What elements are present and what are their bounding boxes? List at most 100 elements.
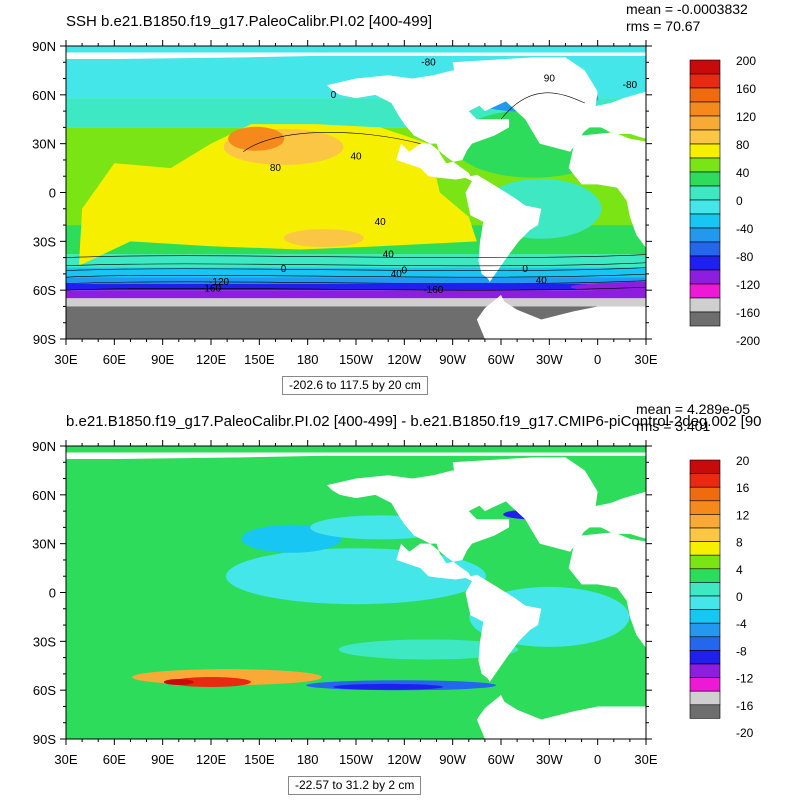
colorbar-box bbox=[690, 270, 720, 284]
se-atlantic-pos bbox=[0, 662, 56, 670]
acc-band-4 bbox=[66, 290, 646, 298]
colorbar-box bbox=[690, 144, 720, 158]
lon-label: 150E bbox=[244, 752, 275, 767]
panel-1-title: SSH b.e21.B1850.f19_g17.PaleoCalibr.PI.0… bbox=[66, 14, 432, 29]
colorbar-box bbox=[690, 186, 720, 200]
colorbar-box bbox=[690, 705, 720, 719]
colorbar-label: 200 bbox=[736, 54, 756, 68]
colorbar-label: -4 bbox=[736, 617, 747, 631]
lon-label: 30W bbox=[536, 752, 563, 767]
lon-label: 30W bbox=[536, 352, 563, 367]
lon-label: 120W bbox=[387, 752, 422, 767]
antarctica-east bbox=[646, 700, 800, 739]
colorbar-label: -16 bbox=[736, 699, 754, 713]
colorbar-label: -20 bbox=[736, 726, 754, 740]
sumatra-java bbox=[781, 584, 800, 605]
colorbar-label: -8 bbox=[736, 644, 747, 658]
lat-label: 90S bbox=[33, 332, 56, 347]
lat-label: 0 bbox=[49, 586, 56, 601]
colorbar-label: -160 bbox=[736, 306, 760, 320]
kuroshio-max bbox=[228, 127, 284, 151]
lat-label: 60N bbox=[32, 488, 56, 503]
colorbar-box bbox=[690, 474, 720, 488]
colorbar-box bbox=[690, 569, 720, 583]
panel-1-rms: rms = 70.67 bbox=[626, 19, 700, 34]
south-pacific-gyre bbox=[284, 229, 364, 247]
lon-label: 180 bbox=[297, 752, 319, 767]
colorbar-box bbox=[690, 102, 720, 116]
colorbar-box bbox=[690, 542, 720, 556]
lon-label: 90E bbox=[151, 352, 174, 367]
lon-label: 120W bbox=[387, 352, 422, 367]
acc-neg-core bbox=[333, 684, 443, 690]
contour-label: 40 bbox=[383, 249, 395, 260]
siberia-coast bbox=[751, 466, 800, 479]
contour-label: 40 bbox=[536, 275, 548, 286]
colorbar-box bbox=[690, 460, 720, 474]
korea bbox=[796, 523, 800, 539]
lat-label: 60N bbox=[32, 88, 56, 103]
lat-label: 30N bbox=[32, 537, 56, 552]
acc-band-2 bbox=[66, 277, 646, 284]
colorbar-label: 16 bbox=[736, 481, 750, 495]
colorbar-box bbox=[690, 88, 720, 102]
colorbar-label: 8 bbox=[736, 536, 743, 550]
sumatra-java bbox=[781, 184, 800, 205]
colorbar-box bbox=[690, 623, 720, 637]
lon-label: 180 bbox=[297, 352, 319, 367]
lon-label: 120E bbox=[196, 352, 227, 367]
colorbar-box bbox=[690, 60, 720, 74]
contour-label: -80 bbox=[421, 57, 436, 68]
colorbar-box bbox=[690, 158, 720, 172]
colorbar-box bbox=[690, 637, 720, 651]
lat-label: 30S bbox=[33, 634, 56, 649]
colorbar-box bbox=[690, 610, 720, 624]
colorbar-box bbox=[690, 596, 720, 610]
lat-label: 60S bbox=[33, 683, 56, 698]
australia bbox=[780, 610, 800, 654]
korea bbox=[796, 123, 800, 139]
lat-label: 90N bbox=[32, 39, 56, 54]
lon-label: 30E bbox=[54, 352, 77, 367]
panel-2-rms: rms = 3.401 bbox=[636, 419, 710, 434]
contour-label: 40 bbox=[350, 152, 362, 163]
colorbar-label: 0 bbox=[736, 194, 743, 208]
lon-label: 90E bbox=[151, 752, 174, 767]
colorbar-label: 0 bbox=[736, 590, 743, 604]
lat-label: 60S bbox=[33, 283, 56, 298]
lon-label: 0 bbox=[594, 752, 601, 767]
lon-label: 30E bbox=[634, 352, 657, 367]
lon-label: 60E bbox=[103, 352, 126, 367]
lon-label: 90W bbox=[439, 752, 466, 767]
siberia-coast bbox=[751, 66, 800, 79]
antarctic-margin bbox=[66, 298, 646, 306]
lat-label: 30S bbox=[33, 234, 56, 249]
lon-label: 90W bbox=[439, 352, 466, 367]
colorbar-box bbox=[690, 664, 720, 678]
colorbar-label: 160 bbox=[736, 82, 756, 96]
lon-label: 60W bbox=[488, 752, 515, 767]
lon-label: 60E bbox=[103, 752, 126, 767]
colorbar-box bbox=[690, 228, 720, 242]
contour-label: 80 bbox=[270, 163, 282, 174]
panel-1-contour-info: -202.6 to 117.5 by 20 cm bbox=[282, 376, 428, 395]
colorbar-label: -40 bbox=[736, 222, 754, 236]
colorbar-box bbox=[690, 298, 720, 312]
contour-label: 40 bbox=[391, 269, 403, 280]
se-asia bbox=[777, 134, 800, 160]
colorbar-label: 80 bbox=[736, 138, 750, 152]
acc-pos-max bbox=[164, 679, 194, 685]
colorbar-box bbox=[690, 214, 720, 228]
contour-label: 90 bbox=[544, 74, 556, 85]
lon-label: 30E bbox=[54, 752, 77, 767]
colorbar-box bbox=[690, 528, 720, 542]
colorbar-box bbox=[690, 678, 720, 692]
colorbar-box bbox=[690, 242, 720, 256]
contour-label: 40 bbox=[375, 217, 387, 228]
colorbar-box bbox=[690, 130, 720, 144]
